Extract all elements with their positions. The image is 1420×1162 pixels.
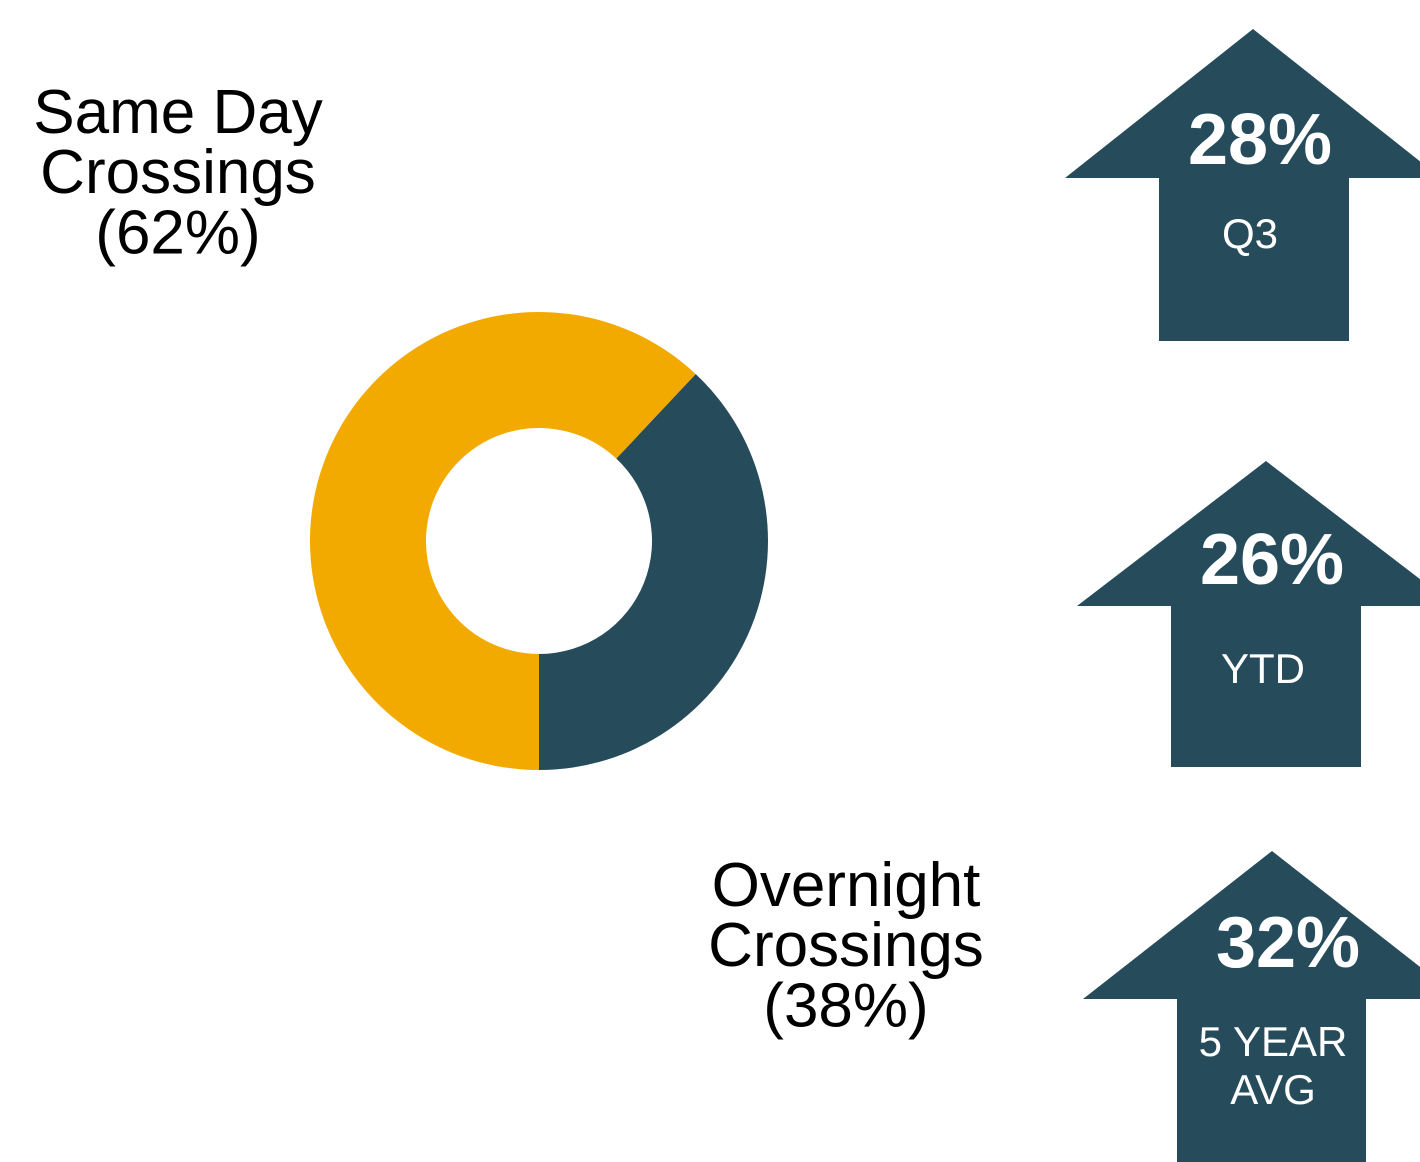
donut-slice — [539, 374, 768, 770]
up-arrow — [1077, 461, 1420, 767]
up-arrow — [1083, 851, 1420, 1162]
stat-figure: 32% — [1216, 903, 1360, 983]
stat-label: Q3 — [1222, 210, 1278, 257]
slice-label: Overnight Crossings — [708, 851, 984, 980]
slice-value-label: (38%) — [763, 971, 928, 1040]
stat-figure: 28% — [1188, 100, 1332, 180]
stat-label: YTD — [1221, 645, 1305, 692]
slice-label: Same Day Crossings — [33, 78, 322, 207]
donut-slice — [309, 311, 696, 770]
slice-value-label: (62%) — [95, 198, 260, 267]
stat-label: 5 YEAR AVG — [1199, 1018, 1348, 1113]
stat-figure: 26% — [1200, 520, 1344, 600]
up-arrow — [1065, 29, 1420, 341]
